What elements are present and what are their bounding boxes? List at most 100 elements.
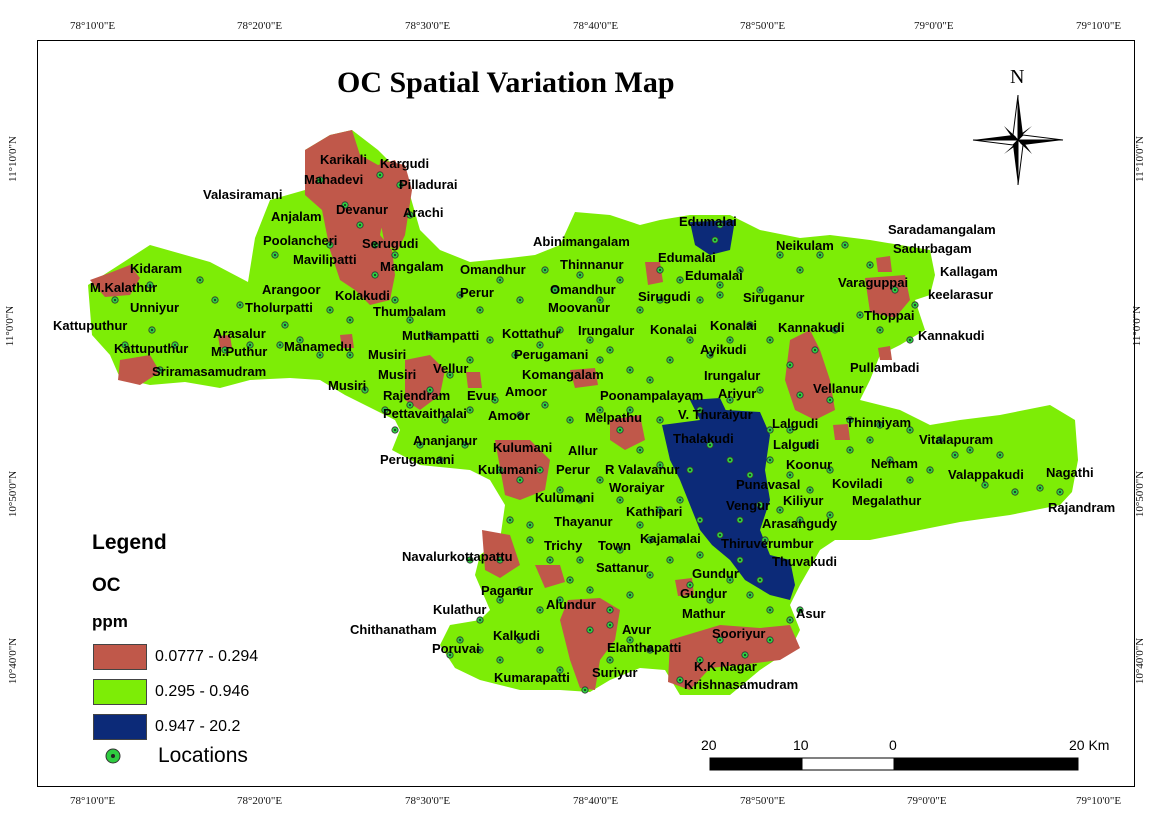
place-label: Edumalai [658, 250, 716, 265]
location-marker-center [364, 389, 366, 391]
location-marker-center [869, 264, 871, 266]
location-marker-center [769, 639, 771, 641]
location-marker-center [749, 594, 751, 596]
location-marker-center [349, 354, 351, 356]
place-label: Anjalam [271, 209, 322, 224]
location-marker-center [699, 519, 701, 521]
location-marker-center [909, 429, 911, 431]
place-label: V. Thuraiyur [678, 407, 753, 422]
legend-swatch-low [93, 644, 147, 670]
location-marker-center [699, 299, 701, 301]
place-label: Megalathur [852, 493, 922, 508]
location-marker-center [649, 649, 651, 651]
location-marker-center [639, 524, 641, 526]
location-marker-center [519, 639, 521, 641]
location-marker-center [789, 619, 791, 621]
location-marker-center [151, 329, 153, 331]
location-marker-center [469, 559, 471, 561]
north-label: N [1010, 66, 1025, 88]
location-marker-center [149, 284, 151, 286]
place-label: Kargudi [380, 156, 430, 171]
location-marker-center [509, 519, 511, 521]
place-label: Kannakudi [918, 328, 985, 343]
location-marker-center [374, 274, 376, 276]
place-label: Mangalam [380, 259, 444, 274]
location-marker-center [909, 479, 911, 481]
place-label: Ariyur [718, 386, 757, 401]
location-marker-center [749, 474, 751, 476]
location-marker-center [799, 609, 801, 611]
location-marker-center [359, 224, 361, 226]
location-marker-center [499, 659, 501, 661]
location-legend-icon [105, 748, 121, 764]
location-marker-center [519, 414, 521, 416]
place-label: Saradamangalam [888, 222, 996, 237]
location-marker-center [894, 289, 896, 291]
location-marker-center [374, 244, 376, 246]
location-marker-center [344, 204, 346, 206]
location-marker-center [579, 559, 581, 561]
location-marker-center [384, 409, 386, 411]
location-marker-center [399, 184, 401, 186]
place-label: Perugamani [380, 452, 455, 467]
place-label: Sirugudi [638, 289, 691, 304]
location-marker-center [649, 574, 651, 576]
place-label: Perugamani [514, 347, 589, 362]
location-marker-center [124, 344, 126, 346]
location-marker-center [729, 459, 731, 461]
location-marker-center [879, 424, 881, 426]
location-marker-center [394, 254, 396, 256]
location-marker-center [909, 339, 911, 341]
location-marker-center [639, 309, 641, 311]
lon-tick-top: 78°10'0"E [70, 20, 116, 32]
location-marker-center [779, 254, 781, 256]
place-label: Kolakudi [335, 288, 390, 303]
location-marker-center [814, 349, 816, 351]
location-marker-center [299, 339, 301, 341]
oc-class-low-areas [90, 130, 910, 690]
location-marker-center [729, 399, 731, 401]
location-marker-center [599, 479, 601, 481]
location-marker-center [609, 624, 611, 626]
place-label: Gundur [680, 586, 727, 601]
location-marker-center [494, 399, 496, 401]
lon-tick-bottom: 79°0'0"E [907, 795, 947, 807]
place-label: Kidaram [130, 261, 183, 276]
location-marker-center [709, 599, 711, 601]
legend-label-high: 0.947 - 20.2 [155, 718, 241, 735]
location-marker-center [709, 444, 711, 446]
place-label: Asur [796, 606, 826, 621]
place-label: Omandhur [460, 262, 526, 277]
place-label: Koviladi [832, 476, 883, 491]
place-label: Mahadevi [304, 172, 364, 187]
location-marker-center [569, 419, 571, 421]
place-label: Town [598, 538, 631, 553]
location-marker-center [579, 274, 581, 276]
place-label: Woraiyar [609, 480, 665, 495]
location-marker-center [409, 319, 411, 321]
location-marker-center [999, 454, 1001, 456]
location-marker-center [759, 504, 761, 506]
location-marker-center [619, 499, 621, 501]
location-marker-center [529, 539, 531, 541]
place-label: Vellanur [813, 381, 864, 396]
location-marker-center [649, 379, 651, 381]
place-label: Musiri [328, 378, 367, 393]
location-marker-center [659, 269, 661, 271]
location-marker-center [599, 359, 601, 361]
location-marker-center [809, 444, 811, 446]
place-label: Konalai [710, 318, 757, 333]
location-marker-center [849, 449, 851, 451]
location-marker-center [199, 279, 201, 281]
location-marker-center [544, 404, 546, 406]
place-label: Ayikudi [700, 342, 747, 357]
location-marker-center [539, 344, 541, 346]
place-label: Vengur [726, 498, 771, 513]
location-marker-center [599, 299, 601, 301]
lon-tick-top: 78°50'0"E [740, 20, 786, 32]
location-marker-center [939, 439, 941, 441]
location-marker-center [479, 649, 481, 651]
location-marker-center [799, 394, 801, 396]
place-label: Moovanur [548, 300, 611, 315]
location-marker-center [519, 479, 521, 481]
